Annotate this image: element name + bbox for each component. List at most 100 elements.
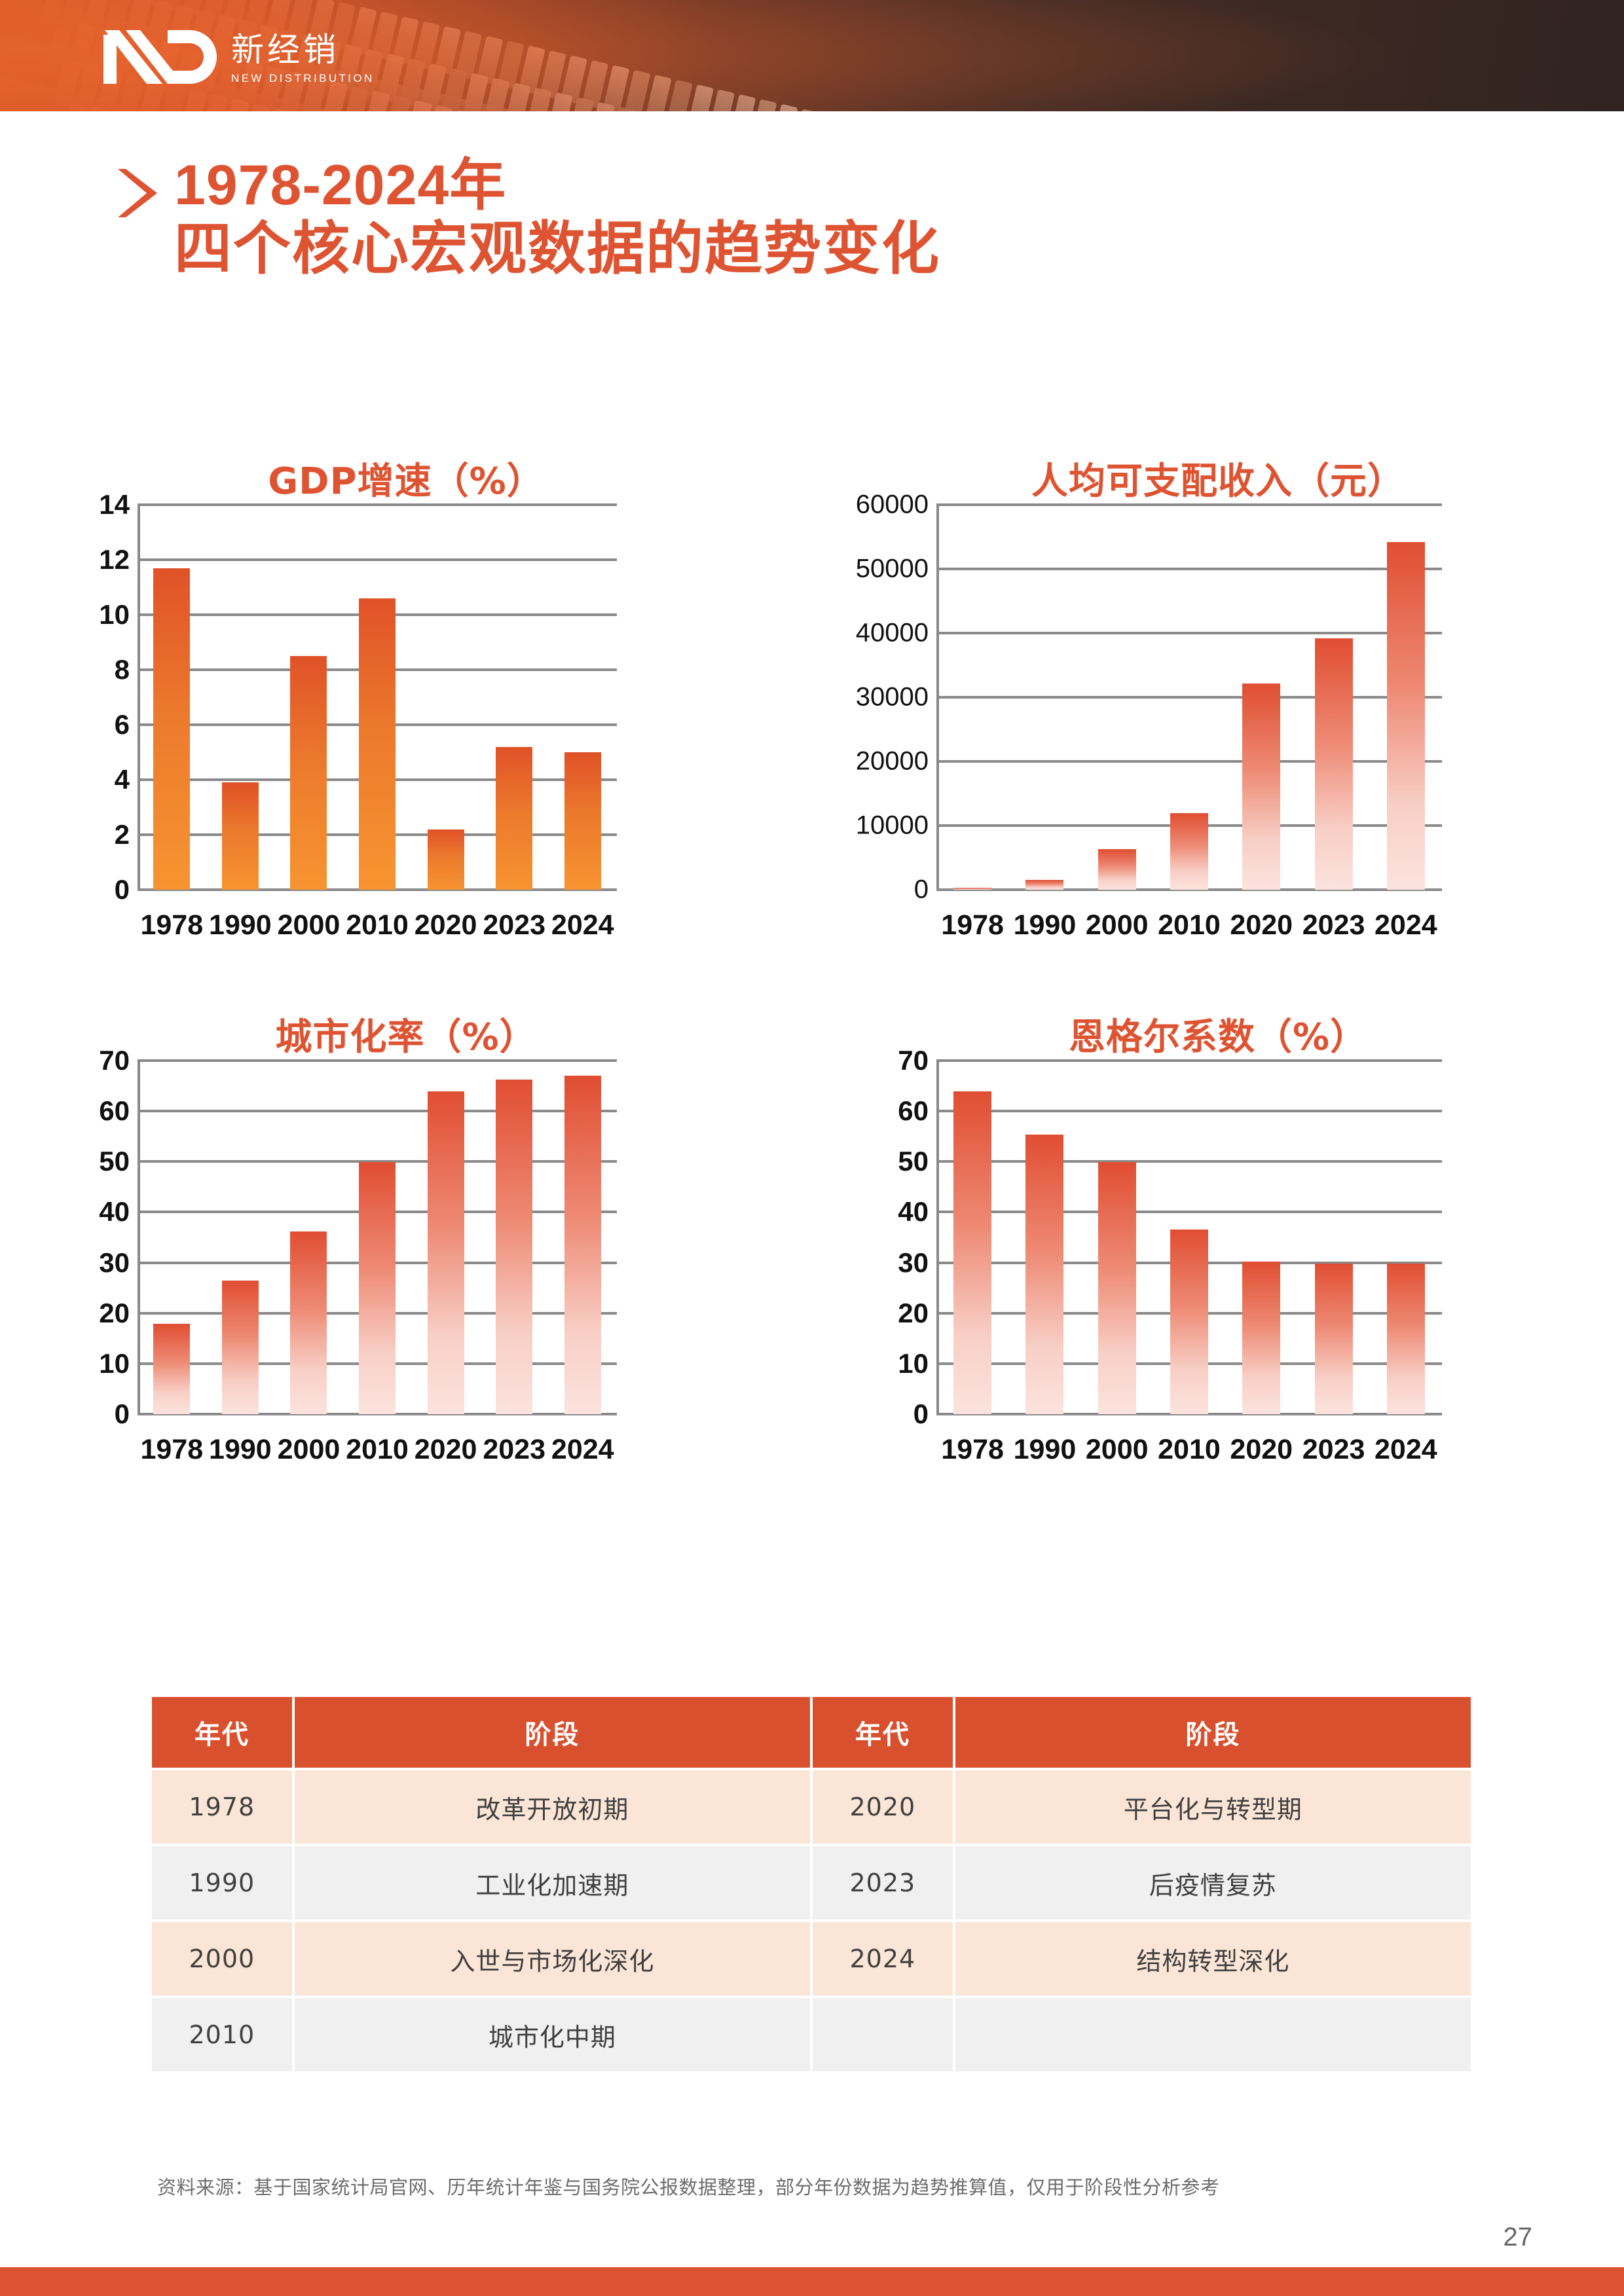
bar[interactable]: [1170, 813, 1208, 890]
y-axis-tick: 10: [99, 1347, 130, 1379]
table-cell: 2000: [152, 1922, 292, 1995]
table-cell: 入世与市场化深化: [294, 1922, 810, 1995]
y-axis-labels: 0 10 20 30 40 50 60 70: [39, 1045, 138, 1429]
bar[interactable]: [221, 782, 259, 890]
bar-slot: [138, 505, 206, 890]
page-title: 1978-2024年 四个核心宏观数据的趋势变化: [113, 156, 940, 283]
gridline: [936, 1110, 1442, 1113]
bar[interactable]: [1242, 683, 1281, 890]
x-axis-tick: 2024: [1374, 909, 1437, 941]
bar[interactable]: [953, 1091, 992, 1414]
bar-slot: [206, 505, 275, 890]
y-axis-tick: 50000: [855, 554, 929, 583]
bar[interactable]: [1170, 1230, 1208, 1414]
bar-slot: [274, 505, 343, 890]
bar-slot: [548, 1061, 617, 1414]
bar[interactable]: [427, 829, 464, 890]
y-axis-tick: 20: [898, 1297, 929, 1328]
x-axis-tick: 2000: [277, 909, 341, 941]
y-axis-line: [138, 505, 140, 890]
bar-slot: [206, 1061, 275, 1414]
table-cell: 1978: [152, 1770, 292, 1844]
y-axis-tick: 0: [114, 874, 130, 905]
y-axis-tick: 8: [114, 654, 130, 685]
y-axis-tick: 50: [99, 1146, 130, 1177]
bar-slot: [1370, 505, 1442, 890]
table-cell: [812, 1998, 953, 2071]
bar-slot: [1297, 1061, 1369, 1414]
bar[interactable]: [1025, 1134, 1064, 1414]
charts-grid: GDP增速（%） 0 2 4 6 8 10 12 14 1978 1990 2000 2010 2020…: [0, 452, 1624, 1477]
bar[interactable]: [496, 746, 533, 890]
bar[interactable]: [359, 1162, 396, 1414]
bar[interactable]: [359, 598, 396, 890]
bar[interactable]: [564, 1076, 601, 1414]
bar[interactable]: [153, 1323, 191, 1414]
bar-slot: [411, 1061, 480, 1414]
bar[interactable]: [564, 752, 601, 890]
table-row: 2000 入世与市场化深化 2024 结构转型深化: [152, 1922, 1471, 1995]
x-axis-tick: 2010: [1158, 909, 1221, 941]
y-axis-tick: 40: [898, 1196, 929, 1228]
x-axis-tick: 2000: [277, 1434, 341, 1465]
x-axis-tick: 1978: [941, 1434, 1004, 1465]
bar[interactable]: [153, 568, 191, 890]
bar[interactable]: [1314, 1264, 1353, 1414]
gridline: [936, 888, 1442, 891]
y-axis-labels: 0 2 4 6 8 10 12 14: [39, 489, 138, 905]
bar-slot: [1225, 1061, 1297, 1414]
bar[interactable]: [496, 1080, 533, 1414]
table-row: 1990 工业化加速期 2023 后疫情复苏: [152, 1846, 1471, 1920]
gridline: [936, 760, 1442, 763]
y-axis-tick: 70: [99, 1045, 130, 1076]
bar-slot: [1081, 1061, 1153, 1414]
chart-title: 人均可支配收入（元）: [1031, 460, 1405, 503]
bar[interactable]: [953, 887, 992, 890]
x-axis-tick: 1990: [209, 1434, 272, 1465]
table-cell: 结构转型深化: [955, 1922, 1471, 1995]
gridline: [936, 1059, 1442, 1062]
y-axis-labels: 0 10 20 30 40 50 60 70: [838, 1045, 936, 1429]
x-axis-tick: 2024: [551, 909, 614, 941]
table-header-row: 年代 阶段 年代 阶段: [152, 1697, 1471, 1768]
x-axis-tick: 1990: [1013, 1434, 1077, 1465]
table-cell: 改革开放初期: [294, 1770, 810, 1844]
bar[interactable]: [1098, 849, 1136, 890]
y-axis-tick: 40: [99, 1196, 130, 1228]
x-axis-labels: 1978 1990 2000 2010 2020 2023 2024: [138, 909, 617, 941]
bar[interactable]: [290, 1231, 327, 1414]
x-axis-tick: 1978: [140, 909, 204, 941]
chevron-right-icon: [118, 169, 157, 217]
y-axis-tick: 30: [99, 1247, 130, 1278]
table-cell: 后疫情复苏: [955, 1846, 1471, 1920]
bar[interactable]: [1025, 880, 1064, 890]
bar[interactable]: [1386, 541, 1425, 890]
x-axis-labels: 1978 1990 2000 2010 2020 2023 2024: [138, 1434, 617, 1466]
y-axis-tick: 60: [898, 1095, 929, 1127]
table-cell: 1990: [152, 1846, 292, 1920]
bar[interactable]: [290, 656, 327, 890]
bar[interactable]: [221, 1281, 259, 1414]
bar[interactable]: [1314, 638, 1353, 890]
x-axis-tick: 2020: [414, 1434, 477, 1465]
nd-monogram-icon: [103, 30, 217, 84]
y-axis-tick: 10000: [855, 811, 929, 840]
chart-urbanization-rate: 城市化率（%） 0 10 20 30 40 50 60 70 1978 1990 2000 2010 2…: [0, 1008, 812, 1477]
bar[interactable]: [1386, 1264, 1425, 1414]
x-axis-tick: 2010: [1158, 1434, 1221, 1465]
chart-engel-coefficient: 恩格尔系数（%） 0 10 20 30 40 50 60 70 1978 1990 2000 2010…: [812, 1008, 1624, 1477]
table-cell: 2024: [812, 1922, 953, 1995]
bar[interactable]: [427, 1091, 464, 1414]
x-axis-tick: 1990: [209, 909, 272, 941]
y-axis-tick: 10: [898, 1347, 929, 1379]
x-axis-tick: 2023: [1302, 1434, 1365, 1465]
chart-plot-area: 0 10000 20000 30000 40000 50000 60000 1978 1990 2…: [838, 490, 1454, 953]
bar[interactable]: [1242, 1262, 1281, 1414]
y-axis-tick: 4: [114, 764, 130, 795]
bar[interactable]: [1098, 1162, 1136, 1414]
x-axis-tick: 2010: [346, 1434, 409, 1465]
table-cell: 城市化中期: [294, 1998, 810, 2071]
bar-slot: [480, 505, 549, 890]
chart-title: 城市化率（%）: [275, 1016, 537, 1059]
bar-series: [936, 505, 1442, 890]
